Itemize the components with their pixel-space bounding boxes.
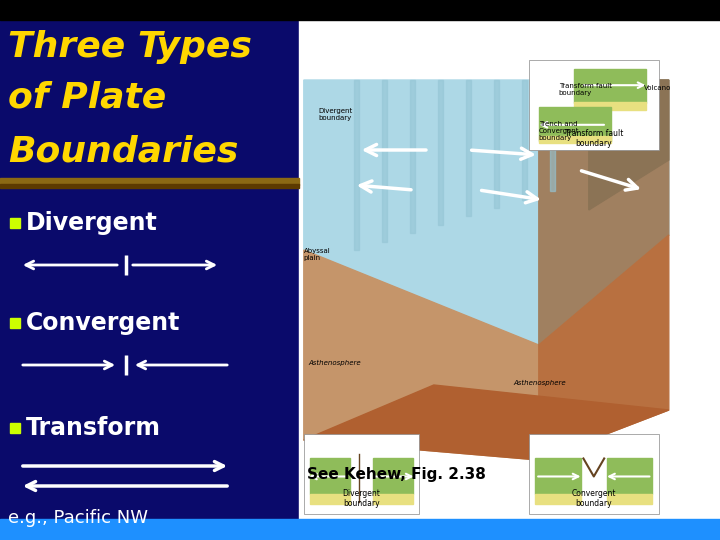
Bar <box>10 218 20 228</box>
Polygon shape <box>304 385 669 460</box>
Polygon shape <box>382 80 387 241</box>
Text: Trench and
Convergent
boundary: Trench and Convergent boundary <box>539 121 580 141</box>
Text: Three Types: Three Types <box>8 30 252 64</box>
Polygon shape <box>438 80 443 225</box>
Polygon shape <box>354 80 359 250</box>
Polygon shape <box>304 80 669 345</box>
Text: Divergent
boundary: Divergent boundary <box>319 108 353 121</box>
Bar <box>0 178 299 185</box>
Bar <box>539 107 611 141</box>
Bar <box>10 423 20 433</box>
Text: of Plate: of Plate <box>8 80 166 114</box>
Bar <box>607 458 652 495</box>
Text: Divergent: Divergent <box>26 211 158 235</box>
Text: Transform: Transform <box>26 416 161 440</box>
Bar <box>575 69 646 103</box>
Bar <box>535 458 581 495</box>
Polygon shape <box>539 235 669 460</box>
Text: Transform fault
boundary: Transform fault boundary <box>559 83 612 96</box>
Polygon shape <box>494 80 499 208</box>
Text: Asthenosphere: Asthenosphere <box>309 360 361 366</box>
Text: Divergent
boundary: Divergent boundary <box>343 489 380 508</box>
Bar <box>373 458 413 495</box>
Bar <box>528 435 659 515</box>
Text: Abyssal
plain: Abyssal plain <box>304 248 330 261</box>
Text: Volcano: Volcano <box>644 85 671 91</box>
Text: Convergent
boundary: Convergent boundary <box>572 489 616 508</box>
Polygon shape <box>466 80 471 217</box>
Bar <box>0 184 299 188</box>
Bar <box>528 60 659 150</box>
Bar <box>0 0 720 20</box>
Bar <box>607 495 652 504</box>
Bar <box>535 495 581 504</box>
Text: Transform fault
boundary: Transform fault boundary <box>564 129 623 148</box>
Polygon shape <box>589 80 669 210</box>
Bar <box>0 519 720 540</box>
Bar <box>373 495 413 504</box>
Text: Convergent: Convergent <box>26 311 181 335</box>
Bar <box>310 495 350 504</box>
Text: Boundaries: Boundaries <box>8 135 238 169</box>
Polygon shape <box>522 80 527 200</box>
Bar <box>10 318 20 328</box>
Polygon shape <box>304 250 539 460</box>
Text: See Kehew, Fig. 2.38: See Kehew, Fig. 2.38 <box>307 467 486 482</box>
Polygon shape <box>550 80 555 191</box>
Bar <box>310 458 350 495</box>
Text: e.g., Pacific NW: e.g., Pacific NW <box>8 509 148 527</box>
Bar <box>299 20 720 519</box>
Polygon shape <box>410 80 415 233</box>
Polygon shape <box>539 80 669 345</box>
Bar <box>539 136 611 143</box>
Text: Asthenosphere: Asthenosphere <box>514 380 567 386</box>
Bar <box>304 435 419 515</box>
Bar <box>575 102 646 110</box>
